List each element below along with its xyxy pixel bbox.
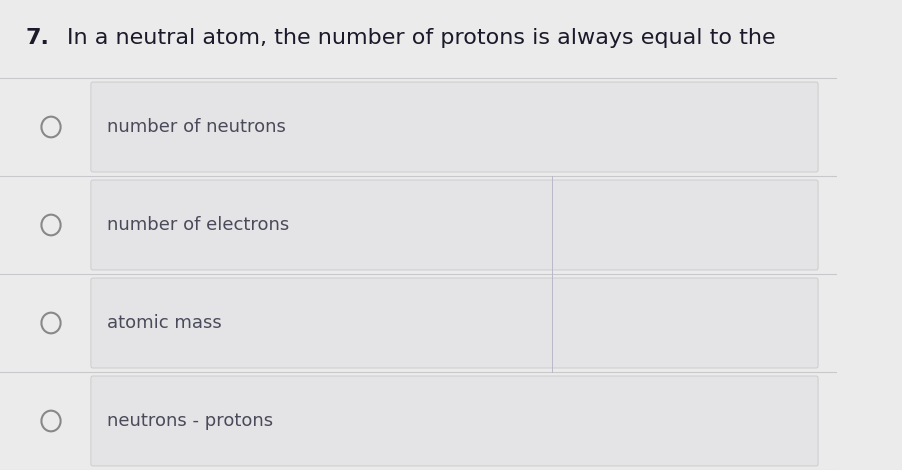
- Text: In a neutral atom, the number of protons is always equal to the: In a neutral atom, the number of protons…: [67, 28, 776, 48]
- FancyBboxPatch shape: [91, 376, 818, 466]
- Text: number of neutrons: number of neutrons: [106, 118, 286, 136]
- Text: 7.: 7.: [26, 28, 50, 48]
- FancyBboxPatch shape: [91, 180, 818, 270]
- FancyBboxPatch shape: [91, 82, 818, 172]
- Text: number of electrons: number of electrons: [106, 216, 289, 234]
- FancyBboxPatch shape: [91, 278, 818, 368]
- Text: neutrons - protons: neutrons - protons: [106, 412, 272, 430]
- Text: atomic mass: atomic mass: [106, 314, 221, 332]
